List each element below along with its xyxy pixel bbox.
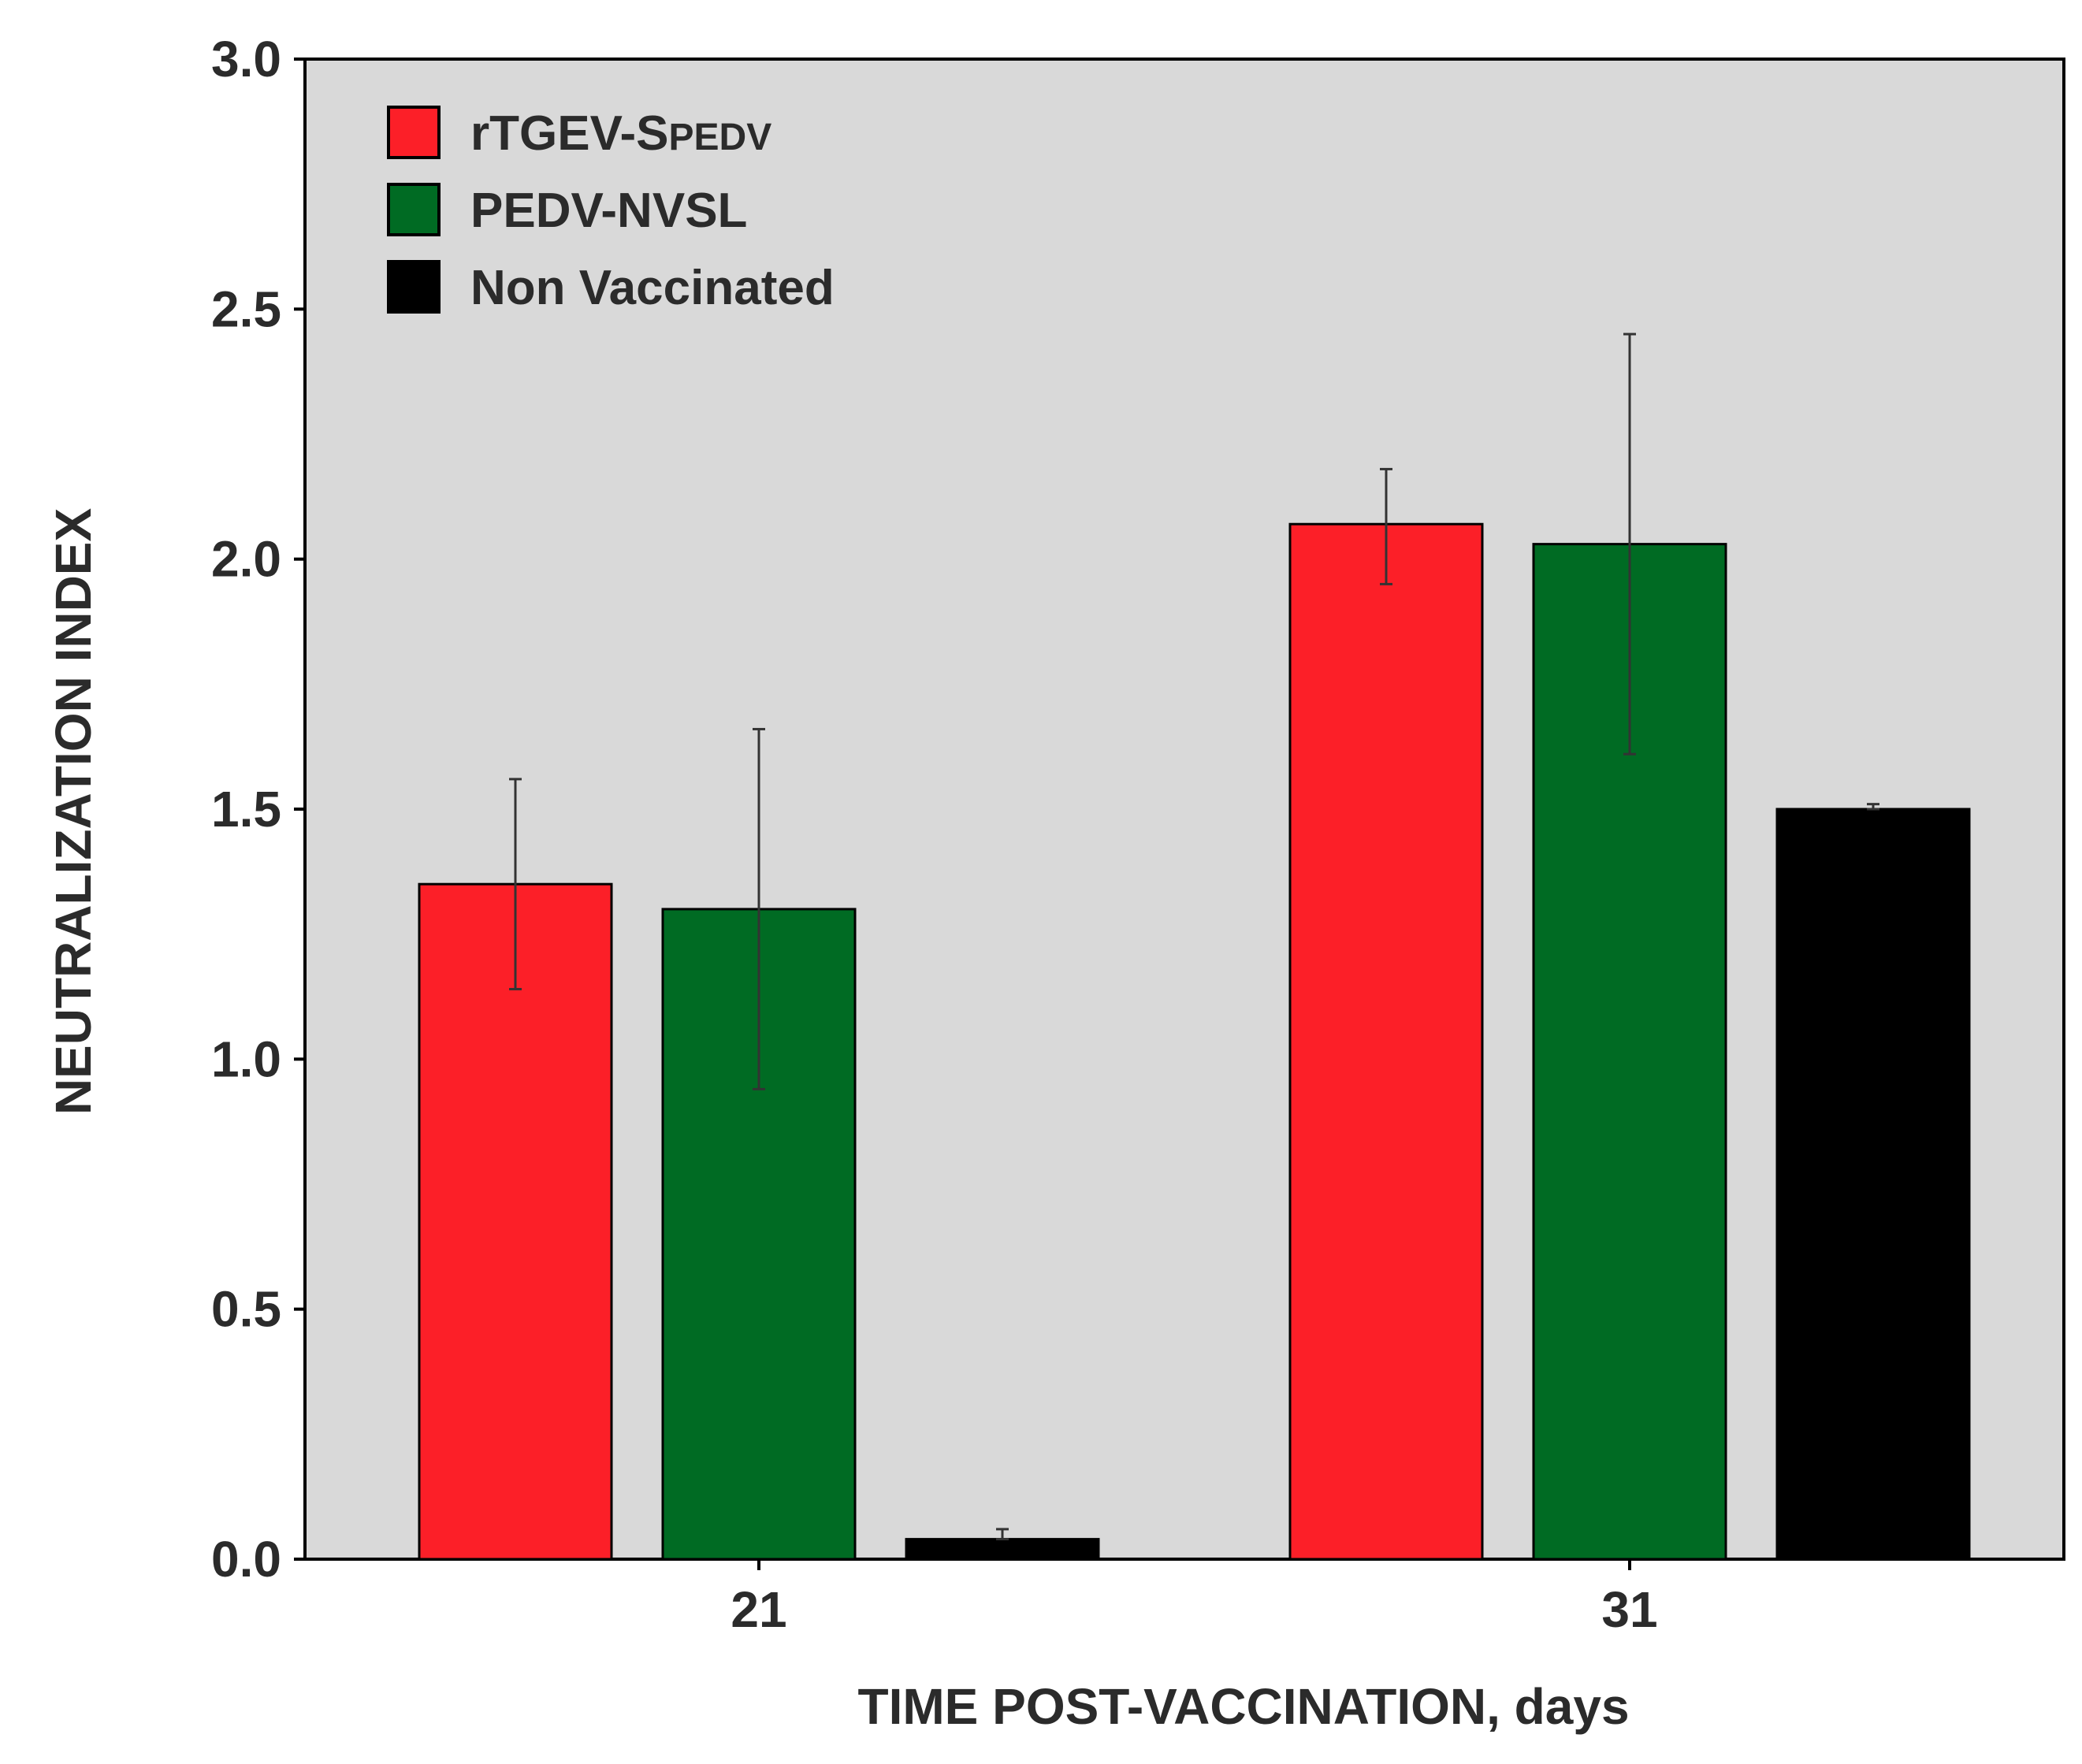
y-tick-label: 0.0 [211,1531,281,1588]
y-tick-label: 0.5 [211,1281,281,1338]
errorbars-layer [509,332,1879,1541]
y-tick-label: 1.0 [211,1031,281,1087]
x-tick-label: 21 [731,1581,786,1638]
x-axis: 21 31 [731,1559,1658,1638]
y-axis: 0.0 0.5 1.0 1.5 2.0 2.5 3.0 [211,31,305,1588]
bar [1775,808,1971,1561]
legend-label: PEDV-NVSL [470,184,747,238]
legend-swatch [387,260,441,314]
bar [905,1538,1100,1561]
y-axis-title: NEUTRALIZATION INDEX [45,508,102,1116]
legend-swatch [387,106,441,159]
x-tick-label: 31 [1601,1581,1657,1638]
legend-swatch [387,183,441,236]
y-tick-label: 2.5 [211,280,281,337]
y-tick-label: 1.5 [211,781,281,837]
legend-label: Non Vaccinated [470,261,835,315]
y-tick-label: 3.0 [211,31,281,87]
x-axis-title: TIME POST-VACCINATION, days [857,1678,1629,1735]
bar [1288,522,1484,1561]
y-tick-label: 2.0 [211,531,281,588]
bar [418,882,613,1561]
